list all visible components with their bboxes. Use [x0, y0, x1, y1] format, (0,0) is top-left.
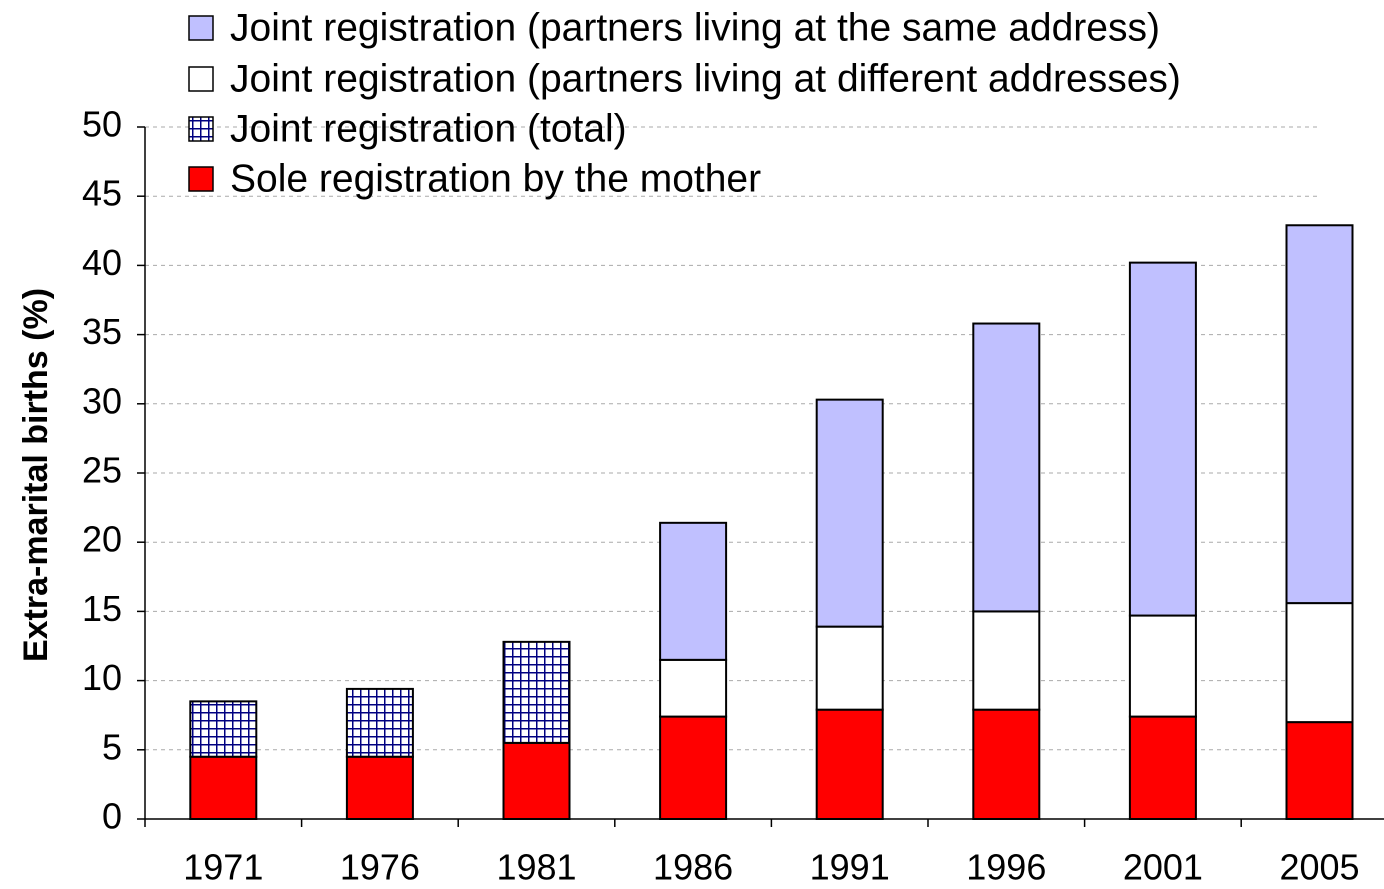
- bar-segment: [1128, 261, 1197, 617]
- y-tick-label: 25: [82, 450, 122, 491]
- x-tick-label: 1976: [340, 847, 420, 888]
- bar-segment: [1128, 715, 1197, 820]
- bar-segment: [1285, 224, 1354, 605]
- y-tick-label: 20: [82, 519, 122, 560]
- bar-segment: [815, 708, 884, 820]
- bar-segment: [345, 687, 414, 758]
- legend-swatch: [188, 116, 214, 142]
- legend-label: Sole registration by the mother: [230, 157, 761, 200]
- bar-segment: [659, 715, 728, 820]
- y-tick-label: 5: [102, 726, 122, 767]
- bar-segment: [1285, 602, 1354, 724]
- x-tick-label: 1971: [183, 847, 263, 888]
- y-tick-label: 10: [82, 657, 122, 698]
- bar-segment: [502, 741, 571, 821]
- y-axis-label: Extra-marital births (%): [17, 288, 55, 662]
- bar-segment: [189, 755, 258, 820]
- bar-segment: [1285, 721, 1354, 820]
- bar-segment: [972, 708, 1041, 820]
- bar-segment: [815, 398, 884, 628]
- bar-segment: [1128, 614, 1197, 718]
- legend-label: Joint registration (partners living at d…: [230, 57, 1181, 100]
- x-tick-label: 1991: [810, 847, 890, 888]
- y-tick-label: 15: [82, 588, 122, 629]
- legend-label: Joint registration (total): [230, 107, 627, 150]
- bar-segment: [972, 322, 1041, 613]
- bar-segment: [659, 521, 728, 661]
- y-tick-label: 0: [102, 796, 122, 837]
- y-tick-label: 40: [82, 242, 122, 283]
- x-tick-label: 1986: [653, 847, 733, 888]
- x-tick-label: 1981: [496, 847, 576, 888]
- legend-swatch: [188, 66, 214, 92]
- bar-segment: [189, 700, 258, 758]
- legend-swatch: [188, 166, 214, 192]
- x-tick-label: 2005: [1279, 847, 1359, 888]
- legend-label: Joint registration (partners living at t…: [230, 6, 1160, 49]
- x-tick-label: 1996: [966, 847, 1046, 888]
- y-tick-label: 30: [82, 380, 122, 421]
- y-tick-label: 50: [82, 104, 122, 145]
- bar-segment: [972, 610, 1041, 711]
- bar-segment: [815, 625, 884, 711]
- x-tick-label: 2001: [1123, 847, 1203, 888]
- bar-segment: [659, 658, 728, 718]
- y-tick-label: 35: [82, 311, 122, 352]
- bar-segment: [502, 640, 571, 744]
- legend-swatch: [188, 15, 214, 41]
- bar-segment: [345, 755, 414, 820]
- y-tick-label: 45: [82, 173, 122, 214]
